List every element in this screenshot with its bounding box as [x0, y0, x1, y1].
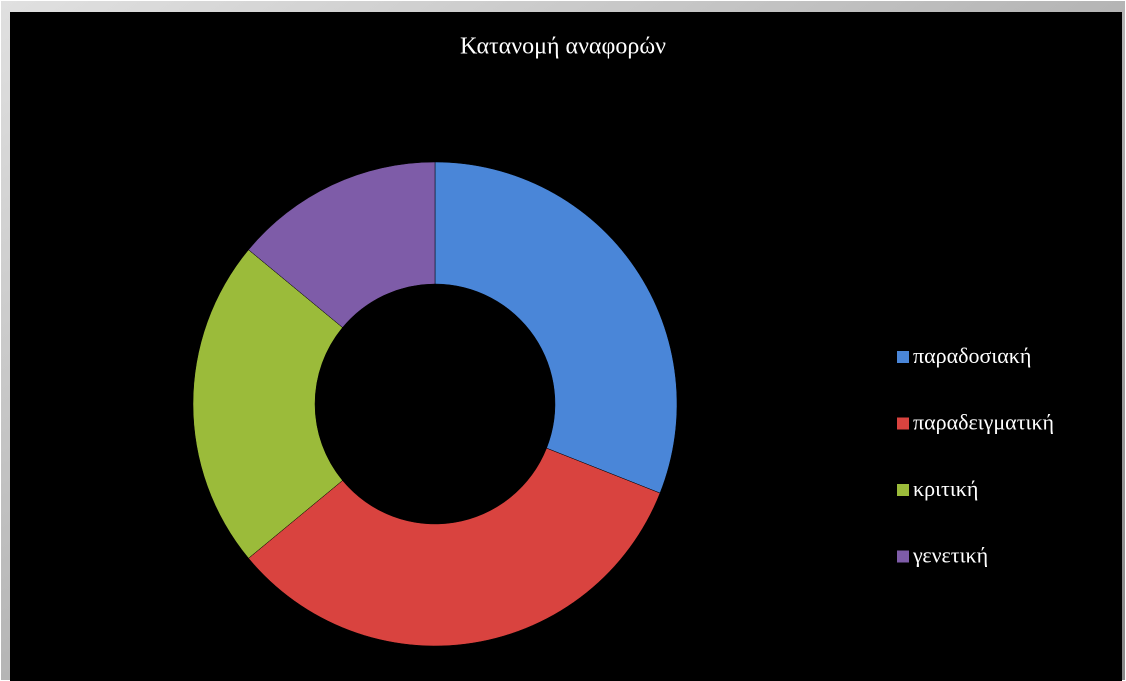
legend-swatch: [897, 550, 909, 563]
legend-label: κριτική: [913, 476, 978, 501]
legend-label: παραδειγματική: [913, 410, 1054, 435]
legend-swatch: [897, 417, 909, 430]
legend-swatch: [897, 351, 909, 363]
donut: [192, 161, 678, 647]
legend-label: γενετική: [912, 543, 988, 568]
donut-slice: [248, 161, 436, 328]
legend-swatch: [897, 484, 909, 496]
legend-label: παραδοσιακή: [913, 343, 1031, 368]
legend: παραδοσιακή παραδειγματική κριτική γενετική: [897, 343, 1054, 568]
chart-title: Κατανομή αναφορών: [460, 34, 666, 60]
donut-slice: [192, 249, 343, 559]
donut-slice: [434, 161, 678, 494]
donut-slice: [248, 447, 661, 647]
